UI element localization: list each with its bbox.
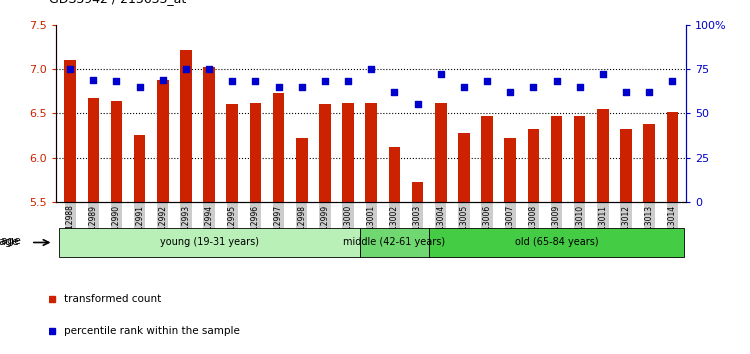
Bar	[58, 228, 360, 257]
Bar	[597, 109, 609, 202]
Bar	[296, 138, 307, 202]
Point	[110, 79, 122, 84]
Bar	[226, 104, 238, 202]
Point	[412, 102, 424, 107]
Text: transformed count: transformed count	[64, 294, 162, 304]
Bar	[134, 136, 146, 202]
Point	[504, 89, 516, 95]
Bar	[365, 103, 377, 202]
Point	[435, 72, 447, 77]
Bar	[88, 98, 99, 202]
Point	[226, 79, 238, 84]
Point	[644, 89, 656, 95]
Bar	[64, 60, 76, 202]
Point	[272, 84, 284, 90]
Point	[250, 79, 262, 84]
Bar	[412, 182, 423, 202]
Bar	[342, 103, 354, 202]
Bar	[388, 147, 400, 202]
Bar	[458, 133, 470, 202]
Bar	[320, 104, 331, 202]
Bar	[620, 129, 632, 202]
Bar	[505, 138, 516, 202]
Text: percentile rank within the sample: percentile rank within the sample	[64, 326, 240, 336]
Bar	[482, 116, 493, 202]
Point	[481, 79, 493, 84]
Point	[388, 89, 400, 95]
Point	[87, 77, 99, 82]
Bar	[527, 129, 539, 202]
Bar	[157, 80, 169, 202]
Point	[620, 89, 632, 95]
Bar	[360, 228, 429, 257]
Bar	[644, 124, 655, 202]
Point	[296, 84, 307, 90]
Point	[342, 79, 354, 84]
Text: GDS3942 / 213633_at: GDS3942 / 213633_at	[49, 0, 186, 5]
Point	[597, 72, 609, 77]
Text: young (19-31 years): young (19-31 years)	[160, 237, 259, 247]
Point	[134, 84, 146, 90]
Text: age: age	[0, 238, 20, 247]
Text: age: age	[0, 236, 21, 246]
Bar	[574, 116, 586, 202]
Bar	[250, 103, 261, 202]
Text: old (65-84 years): old (65-84 years)	[514, 237, 598, 247]
Point	[365, 66, 377, 72]
Bar	[180, 50, 192, 202]
Point	[550, 79, 562, 84]
Point	[574, 84, 586, 90]
Text: middle (42-61 years): middle (42-61 years)	[344, 237, 446, 247]
Point	[458, 84, 470, 90]
Bar	[429, 228, 684, 257]
Bar	[667, 112, 678, 202]
Point	[180, 66, 192, 72]
Bar	[273, 93, 284, 202]
Bar	[203, 67, 215, 202]
Bar	[111, 101, 122, 202]
Bar	[435, 103, 446, 202]
Point	[319, 79, 331, 84]
Point	[157, 77, 169, 82]
Bar	[550, 116, 562, 202]
Point	[666, 79, 678, 84]
Point	[527, 84, 539, 90]
Point	[64, 66, 76, 72]
Point	[203, 66, 215, 72]
